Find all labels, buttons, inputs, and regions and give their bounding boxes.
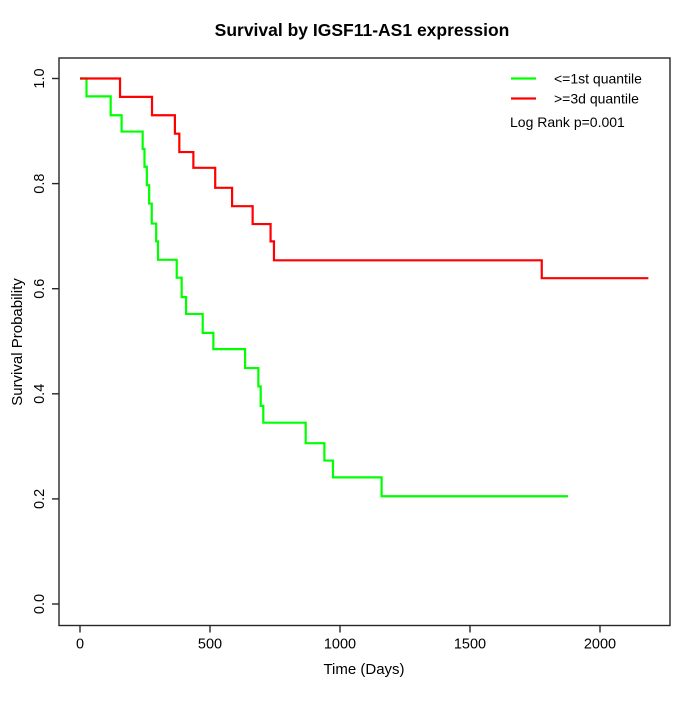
y-tick-label: 0.2 bbox=[32, 489, 48, 509]
axes-layer: 0 500 1000 1500 2000 0.0 0.2 0.4 0.6 0.8 1.0 bbox=[32, 68, 616, 652]
x-tick-label: 1000 bbox=[324, 637, 356, 653]
chart-title: Survival by IGSF11-AS1 expression bbox=[215, 20, 510, 40]
y-tick-label: 0.0 bbox=[32, 594, 48, 614]
y-axis-label: Survival Probability bbox=[9, 278, 26, 406]
plot-frame bbox=[58, 57, 671, 627]
x-axis-label: Time (Days) bbox=[323, 661, 404, 678]
y-tick-label: 0.6 bbox=[32, 279, 48, 299]
x-tick-label: 2000 bbox=[584, 637, 616, 653]
y-tick-label: 1.0 bbox=[32, 68, 48, 88]
x-tick-label: 0 bbox=[76, 637, 84, 653]
legend-label-low-expression: <=1st quantile bbox=[554, 71, 642, 87]
y-tick-label: 0.4 bbox=[32, 384, 48, 404]
curves-layer bbox=[80, 77, 649, 498]
survival-curve-high-expression bbox=[80, 77, 649, 280]
x-tick-label: 1500 bbox=[454, 637, 486, 653]
log-rank-annotation: Log Rank p=0.001 bbox=[510, 114, 625, 130]
x-tick-label: 500 bbox=[198, 637, 222, 653]
legend: <=1st quantile >=3d quantile Log Rank p=… bbox=[510, 71, 642, 131]
y-tick-label: 0.8 bbox=[32, 174, 48, 194]
survival-curve-low-expression bbox=[80, 77, 569, 498]
legend-label-high-expression: >=3d quantile bbox=[554, 91, 639, 107]
